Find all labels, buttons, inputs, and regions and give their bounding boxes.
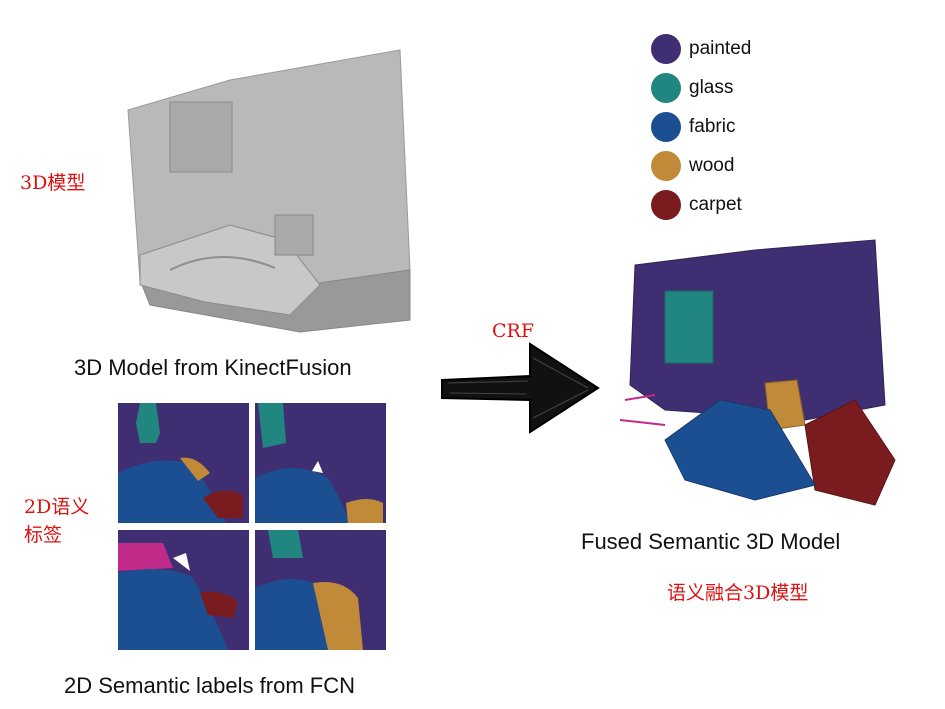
legend-label-wood: wood: [689, 155, 735, 176]
label-3d-model-cn: 3D模型: [20, 172, 86, 194]
semantic-panel-bottom-left: [118, 530, 249, 650]
semantic-panel-top-left: [118, 403, 249, 523]
label-2d-semantic-cn-line2: 标签: [24, 524, 63, 546]
legend-label-carpet: carpet: [689, 194, 742, 215]
fused-semantic-3d-model-image: [619, 239, 896, 506]
legend-item-fabric: fabric: [651, 112, 735, 142]
legend-label-glass: glass: [689, 77, 734, 98]
caption-fused-model: Fused Semantic 3D Model: [581, 529, 841, 554]
legend-swatch-wood: [651, 151, 681, 181]
legend-swatch-fabric: [651, 112, 681, 142]
label-crf: CRF: [492, 320, 535, 342]
fcn-2d-semantic-labels-grid: [118, 403, 386, 650]
label-fused-cn: 语义融合3D模型: [667, 582, 809, 604]
caption-2d-semantic-labels: 2D Semantic labels from FCN: [64, 673, 355, 698]
legend-swatch-painted: [651, 34, 681, 64]
legend-label-painted: painted: [689, 38, 752, 59]
legend-item-glass: glass: [651, 73, 733, 103]
kinectfusion-3d-model-image: [127, 49, 411, 333]
legend-item-wood: wood: [651, 151, 734, 181]
legend-item-painted: painted: [651, 34, 751, 64]
semantic-panel-top-right: [255, 403, 386, 523]
legend-item-carpet: carpet: [651, 190, 742, 220]
label-2d-semantic-cn-line1: 2D语义: [24, 496, 90, 518]
legend-swatch-glass: [651, 73, 681, 103]
semantic-panel-bottom-right: [255, 530, 386, 650]
caption-3d-model: 3D Model from KinectFusion: [74, 355, 352, 380]
crf-arrow-icon: [441, 342, 600, 434]
legend-label-fabric: fabric: [689, 116, 736, 137]
legend-swatch-carpet: [651, 190, 681, 220]
